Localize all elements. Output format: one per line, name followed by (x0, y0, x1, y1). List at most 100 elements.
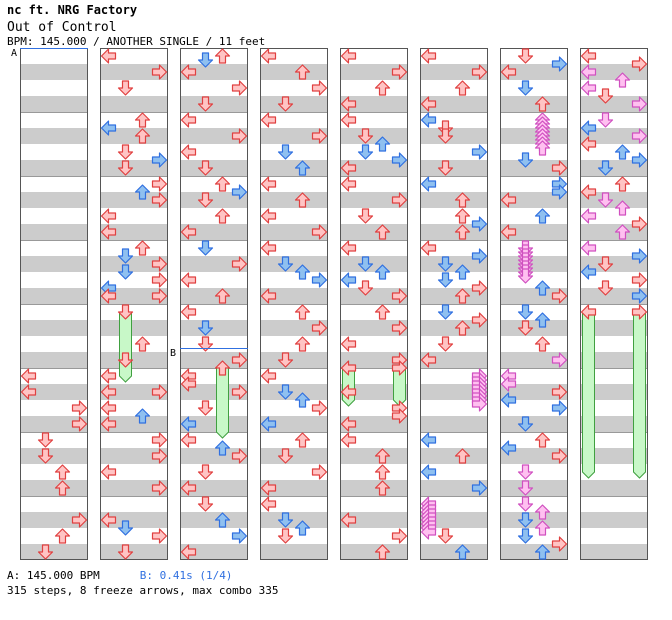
right-arrow-icon (151, 528, 168, 544)
up-arrow-icon (534, 208, 551, 224)
beat-stripe (260, 192, 328, 208)
beat-stripe (180, 384, 248, 400)
right-arrow-icon (151, 448, 168, 464)
left-arrow-icon (260, 176, 277, 192)
beat-stripe (20, 160, 88, 176)
down-arrow-icon (37, 544, 54, 560)
left-arrow-icon (500, 192, 517, 208)
column-border (340, 48, 408, 560)
left-arrow-icon (100, 208, 117, 224)
left-arrow-icon (100, 512, 117, 528)
beat-stripe (500, 64, 568, 80)
down-arrow-icon (117, 520, 134, 536)
beat-stripe (580, 544, 648, 560)
up-arrow-icon (534, 432, 551, 448)
up-arrow-icon (454, 192, 471, 208)
left-arrow-icon (420, 112, 437, 128)
beat-stripe (100, 416, 168, 432)
beat-stripe (260, 288, 328, 304)
beat-stripe (340, 224, 408, 240)
down-arrow-icon (437, 336, 454, 352)
up-arrow-icon (54, 464, 71, 480)
beat-stripe (180, 480, 248, 496)
beat-stripe (420, 96, 488, 112)
beat-stripe (180, 128, 248, 144)
left-arrow-icon (260, 48, 277, 64)
beat-stripe (420, 160, 488, 176)
right-arrow-icon (551, 448, 568, 464)
chart-column (260, 48, 328, 560)
left-arrow-icon (180, 304, 197, 320)
left-arrow-icon (180, 376, 197, 392)
left-arrow-icon (420, 352, 437, 368)
beat-stripe (340, 448, 408, 464)
left-arrow-icon (180, 272, 197, 288)
left-arrow-icon (340, 432, 357, 448)
beat-stripe (500, 192, 568, 208)
left-arrow-icon (500, 224, 517, 240)
beat-stripe (260, 96, 328, 112)
column-border (100, 48, 168, 560)
down-arrow-icon (117, 248, 134, 264)
beat-stripe (420, 512, 488, 528)
down-arrow-icon (517, 496, 534, 512)
beat-stripe (260, 128, 328, 144)
left-arrow-icon (580, 80, 597, 96)
beat-stripe (20, 384, 88, 400)
column-border (580, 48, 648, 560)
down-arrow-icon (517, 320, 534, 336)
left-arrow-icon (340, 48, 357, 64)
up-arrow-icon (454, 80, 471, 96)
beat-stripe (500, 160, 568, 176)
beat-stripe (580, 160, 648, 176)
beat-stripe (100, 384, 168, 400)
beat-stripe (580, 416, 648, 432)
beat-stripe (580, 192, 648, 208)
chart-column (20, 48, 88, 560)
left-arrow-icon (180, 544, 197, 560)
beat-stripe (180, 64, 248, 80)
column-border (260, 48, 328, 560)
up-arrow-icon (134, 408, 151, 424)
left-arrow-icon (340, 416, 357, 432)
up-arrow-icon (294, 160, 311, 176)
up-arrow-icon (294, 432, 311, 448)
beat-stripe (180, 224, 248, 240)
beat-stripe (500, 480, 568, 496)
freeze-arrow-body (582, 311, 595, 479)
up-arrow-icon (454, 448, 471, 464)
right-arrow-icon (311, 272, 328, 288)
beat-stripe (100, 320, 168, 336)
beat-stripe (180, 96, 248, 112)
beat-stripe (580, 96, 648, 112)
up-arrow-icon (214, 512, 231, 528)
left-arrow-icon (340, 96, 357, 112)
beat-stripe (180, 288, 248, 304)
beat-stripe (260, 224, 328, 240)
beat-stripe (180, 192, 248, 208)
up-arrow-icon (534, 336, 551, 352)
beat-stripe (20, 96, 88, 112)
left-arrow-icon (500, 376, 517, 392)
up-arrow-icon (454, 264, 471, 280)
beat-stripe (180, 512, 248, 528)
beat-stripe (340, 480, 408, 496)
down-arrow-icon (117, 264, 134, 280)
left-arrow-icon (340, 384, 357, 400)
beat-stripe (340, 192, 408, 208)
beat-stripe (340, 544, 408, 560)
down-arrow-icon (357, 144, 374, 160)
right-arrow-icon (391, 64, 408, 80)
up-arrow-icon (294, 264, 311, 280)
up-arrow-icon (54, 480, 71, 496)
down-arrow-icon (357, 128, 374, 144)
up-arrow-icon (534, 280, 551, 296)
down-arrow-icon (277, 512, 294, 528)
beat-stripe (100, 224, 168, 240)
up-arrow-icon (374, 264, 391, 280)
left-arrow-icon (500, 64, 517, 80)
beat-stripe (500, 320, 568, 336)
right-arrow-icon (151, 152, 168, 168)
chart-markers: A B (11, 48, 248, 359)
